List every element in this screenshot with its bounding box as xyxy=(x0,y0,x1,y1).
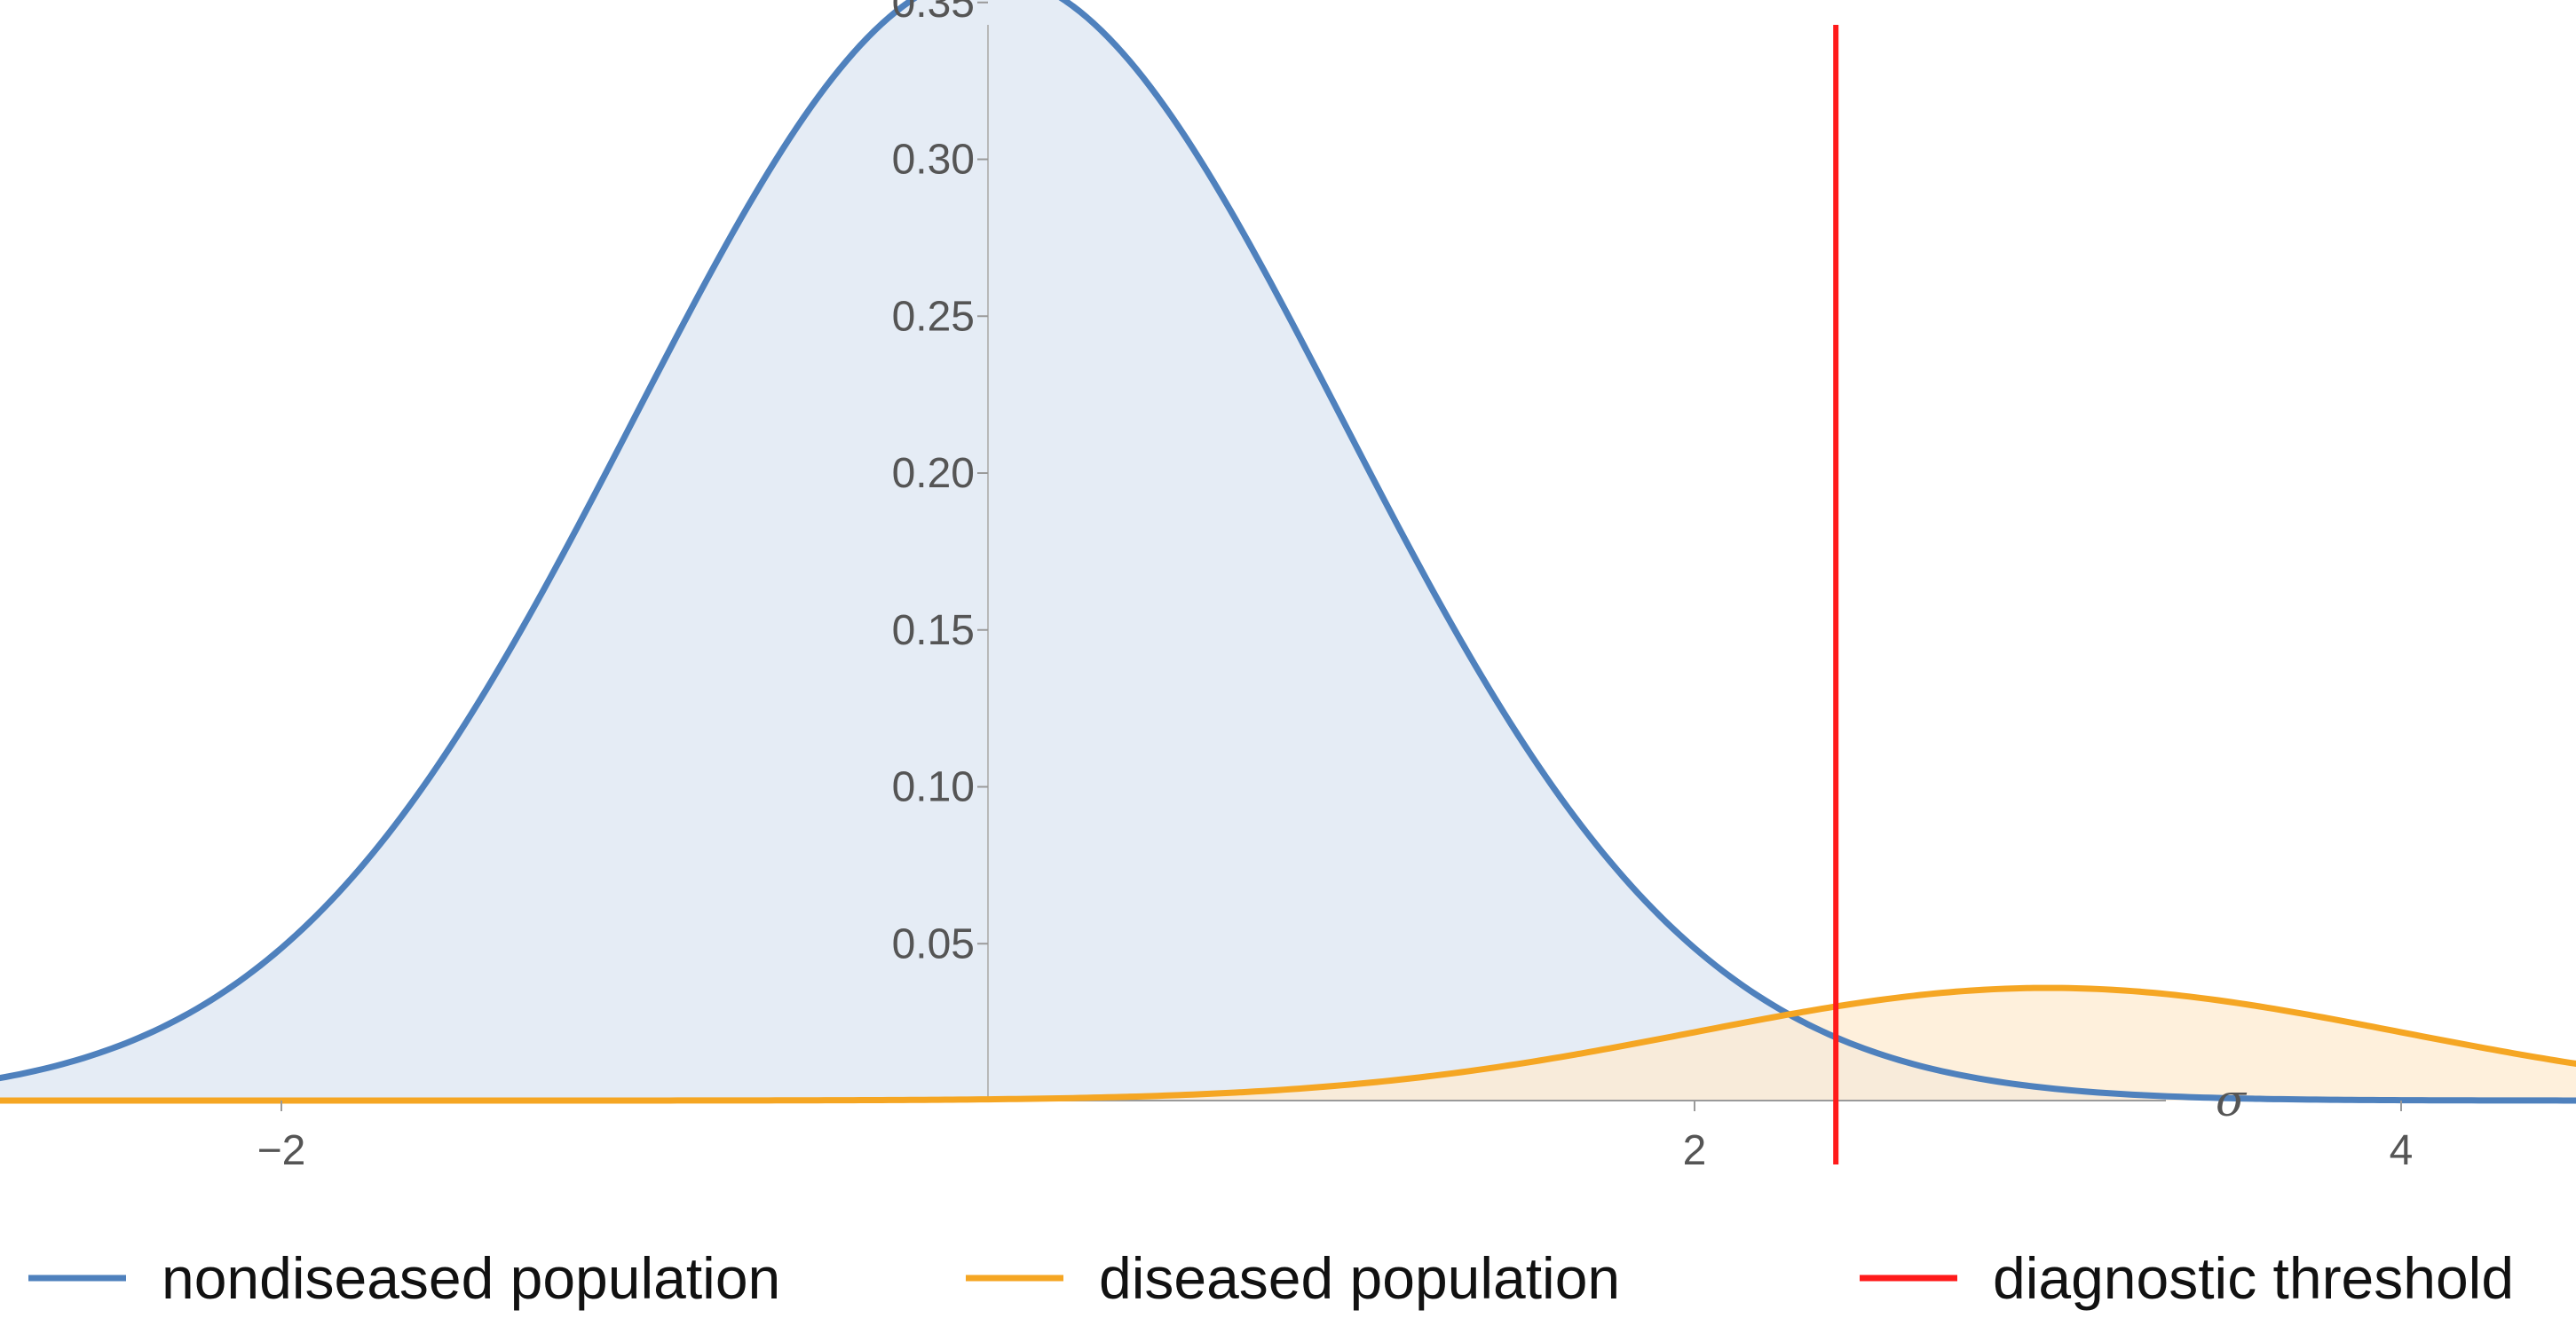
fills-layer xyxy=(0,0,2576,1101)
y-tick-label: 0.20 xyxy=(892,450,975,497)
y-tick-label: 0.05 xyxy=(892,920,975,967)
diseased-population-curve xyxy=(0,984,2576,1104)
nondiseased-population-curve xyxy=(0,0,2576,1104)
legend-label-diseased: diseased population xyxy=(1099,1245,1620,1311)
ticks-layer: −22460.050.100.150.200.250.300.35σ xyxy=(257,0,2414,1174)
x-tick-label: 4 xyxy=(2390,1127,2414,1174)
legend-label-nondiseased: nondiseased population xyxy=(162,1245,780,1311)
diseased-population-area xyxy=(0,988,2576,1101)
x-tick-label: 2 xyxy=(1683,1127,1707,1174)
y-tick-label: 0.30 xyxy=(892,137,975,184)
y-tick-label: 0.15 xyxy=(892,607,975,654)
curves-layer xyxy=(0,0,2576,1104)
legend: nondiseased population diseased populatio… xyxy=(28,1245,2514,1311)
x-axis-label: σ xyxy=(2216,1075,2248,1126)
y-tick-label: 0.35 xyxy=(892,0,975,27)
y-tick-label: 0.10 xyxy=(892,764,975,811)
legend-label-threshold: diagnostic threshold xyxy=(1993,1245,2514,1311)
nondiseased-population-area xyxy=(0,0,2576,1101)
y-tick-label: 0.25 xyxy=(892,293,975,340)
x-tick-label: −2 xyxy=(257,1127,306,1174)
